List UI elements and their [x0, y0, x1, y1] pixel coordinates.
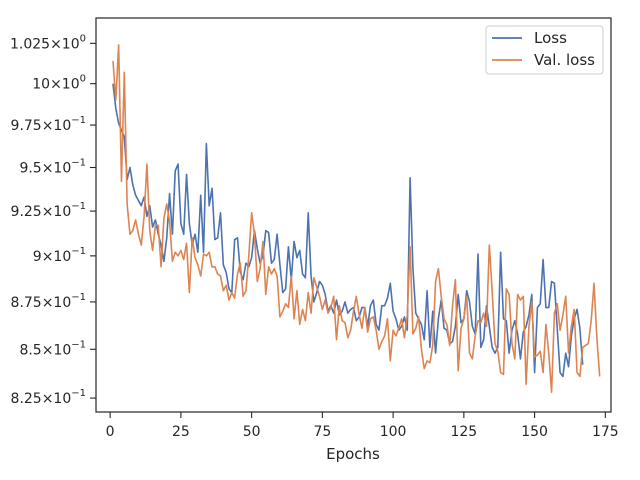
axes-frame	[95, 17, 612, 413]
x-tick-label: 150	[521, 424, 548, 440]
x-tick-label: 100	[380, 424, 407, 440]
legend: Loss Val. loss	[485, 25, 604, 75]
y-tick-label: 9.25×10−1	[11, 201, 86, 220]
x-tick-label: 50	[243, 424, 261, 440]
plot-lines	[112, 44, 601, 393]
x-tick-label: 175	[592, 424, 619, 440]
x-tick-label: 0	[106, 424, 115, 440]
x-tick-label: 25	[172, 424, 190, 440]
series-line-val-loss	[112, 44, 601, 393]
x-tick-label: 75	[313, 424, 331, 440]
x-tick-label: 125	[450, 424, 477, 440]
y-tick-label: 8.75×10−1	[11, 292, 86, 311]
y-tick-label: 8.5×10−1	[19, 339, 86, 358]
y-tick-label: 8.25×10−1	[11, 388, 86, 407]
y-tick-label: 9×10−1	[33, 246, 86, 265]
series-line-loss	[112, 83, 584, 378]
y-tick-label: 9.75×10−1	[11, 115, 86, 134]
y-axis: 8.25×10−1 8.5×10−1 8.75×10−1 9×10−1 9.25×10−…	[10, 33, 96, 407]
y-tick-label: 10×100	[32, 74, 86, 93]
x-axis-label: Epochs	[326, 445, 380, 463]
y-tick-label: 9.5×10−1	[19, 158, 86, 177]
legend-label-loss: Loss	[534, 29, 567, 47]
x-axis: 0 25 50 75 100 125 150 175	[106, 412, 619, 440]
legend-label-val-loss: Val. loss	[534, 51, 595, 69]
y-tick-label: 1.025×100	[10, 33, 86, 52]
